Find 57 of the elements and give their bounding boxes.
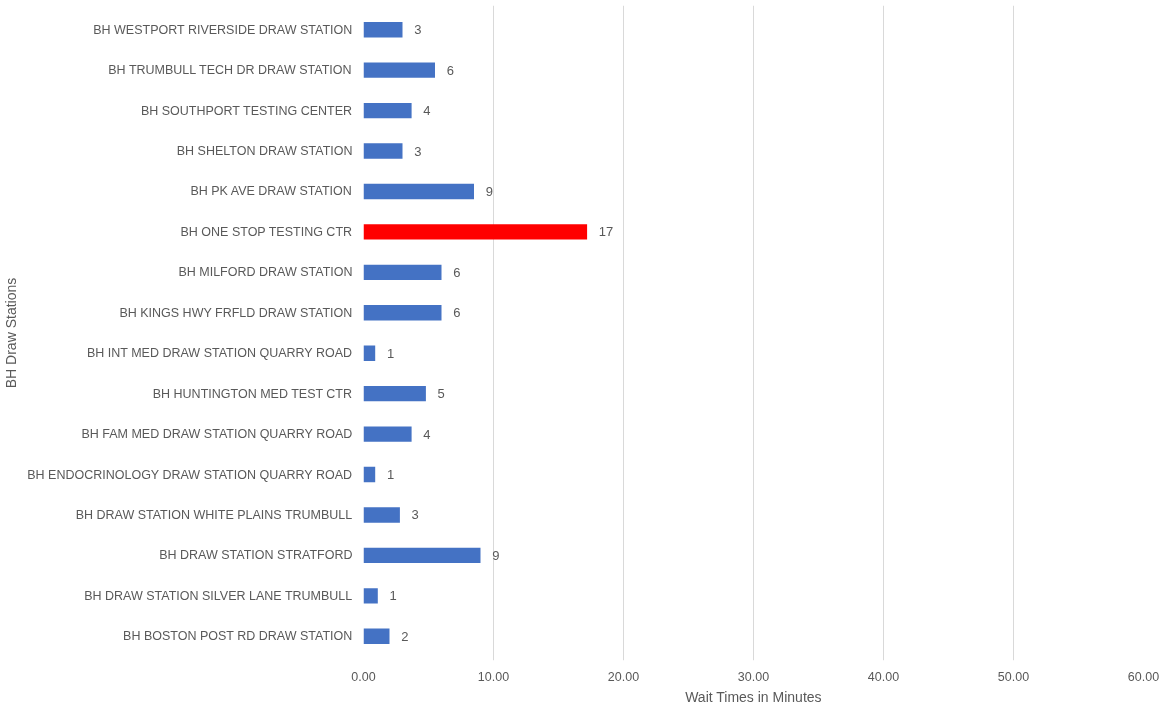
x-tick-label: 60.00 xyxy=(1127,669,1160,684)
data-label: 1 xyxy=(389,588,397,604)
data-label: 5 xyxy=(437,386,445,402)
x-tick-label: 10.00 xyxy=(477,669,510,684)
bar xyxy=(363,466,376,483)
bar xyxy=(363,102,412,119)
bar xyxy=(363,62,435,78)
data-label: 2 xyxy=(401,628,409,644)
x-tick-label: 50.00 xyxy=(997,669,1030,684)
y-tick-label: BH SHELTON DRAW STATION xyxy=(176,144,353,159)
x-tick-label: 20.00 xyxy=(607,669,640,684)
data-label: 4 xyxy=(423,426,431,442)
data-label: 1 xyxy=(386,345,395,361)
data-label: 17 xyxy=(598,224,614,240)
bar xyxy=(363,588,378,604)
y-tick-label: BH SOUTHPORT TESTING CENTER xyxy=(140,103,353,118)
x-axis-title: Wait Times in Minutes xyxy=(685,688,822,705)
y-axis-title: BH Draw Stations xyxy=(3,277,20,389)
data-label: 6 xyxy=(453,305,461,321)
x-tick-label: 30.00 xyxy=(737,669,770,684)
bar xyxy=(363,224,588,240)
bar xyxy=(363,183,474,200)
y-tick-label: BH HUNTINGTON MED TEST CTR xyxy=(152,386,353,401)
data-label: 3 xyxy=(411,507,419,523)
bar xyxy=(363,264,442,281)
x-tick-label: 0.00 xyxy=(351,669,376,684)
y-tick-label: BH ONE STOP TESTING CTR xyxy=(180,224,353,239)
data-label: 6 xyxy=(453,264,461,280)
data-label: 6 xyxy=(446,62,454,78)
bar xyxy=(363,143,403,159)
data-label: 9 xyxy=(492,547,500,563)
bar xyxy=(363,345,376,361)
y-tick-label: BH BOSTON POST RD DRAW STATION xyxy=(123,629,353,644)
bar xyxy=(363,305,442,321)
y-tick-label: BH INT MED DRAW STATION QUARRY ROAD xyxy=(86,346,353,361)
y-tick-label: BH DRAW STATION SILVER LANE TRUMBULL xyxy=(84,588,353,603)
y-tick-label: BH TRUMBULL TECH DR DRAW STATION xyxy=(108,63,352,78)
data-label: 1 xyxy=(386,467,395,483)
y-tick-label: BH WESTPORT RIVERSIDE DRAW STATION xyxy=(93,22,353,37)
data-label: 3 xyxy=(414,22,422,38)
y-tick-label: BH ENDOCRINOLOGY DRAW STATION QUARRY ROAD xyxy=(27,467,353,482)
y-tick-label: BH KINGS HWY FRFLD DRAW STATION xyxy=(119,305,353,320)
bar xyxy=(363,547,481,564)
y-tick-label: BH DRAW STATION STRATFORD xyxy=(159,548,353,563)
y-tick-label: BH PK AVE DRAW STATION xyxy=(190,184,352,199)
bar xyxy=(363,22,403,38)
data-label: 3 xyxy=(414,143,422,159)
bar xyxy=(363,628,390,644)
bar xyxy=(363,507,400,523)
bar xyxy=(363,426,412,442)
y-tick-label: BH FAM MED DRAW STATION QUARRY ROAD xyxy=(81,427,353,442)
y-tick-label: BH MILFORD DRAW STATION xyxy=(178,265,353,280)
data-label: 4 xyxy=(423,103,431,119)
data-label: 9 xyxy=(485,183,493,199)
y-tick-label: BH DRAW STATION WHITE PLAINS TRUMBULL xyxy=(75,507,353,522)
bar xyxy=(363,385,426,402)
x-tick-label: 40.00 xyxy=(867,669,900,684)
